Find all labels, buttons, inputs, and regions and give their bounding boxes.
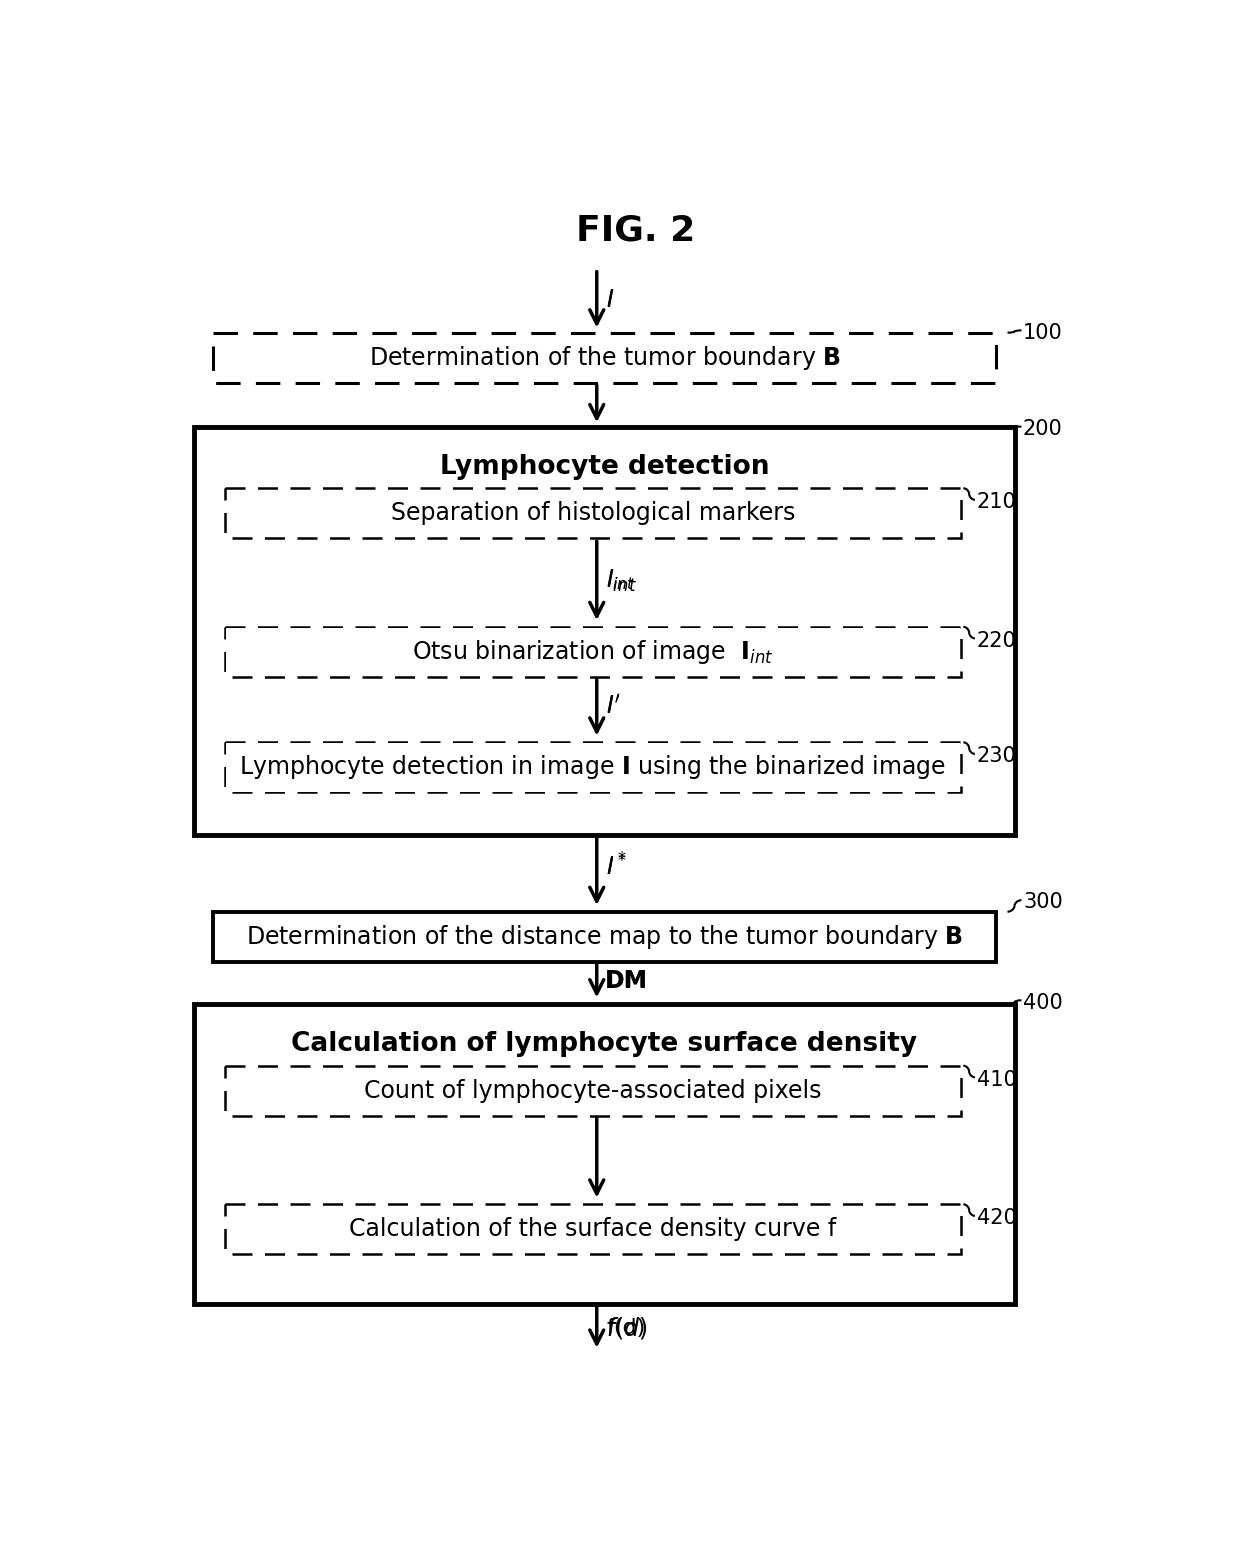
Bar: [193, 426, 1016, 835]
Text: $I_{int}$: $I_{int}$: [606, 568, 635, 592]
Bar: [213, 911, 996, 962]
Text: Separation of histological markers: Separation of histological markers: [391, 501, 795, 525]
Text: 300: 300: [1023, 893, 1063, 913]
Text: Otsu binarization of image  $\mathbf{I}_{int}$: Otsu binarization of image $\mathbf{I}_{…: [412, 637, 774, 666]
Text: DM: DM: [606, 971, 646, 991]
Text: Calculation of the surface density curve f: Calculation of the surface density curve…: [350, 1217, 837, 1242]
Text: 210: 210: [977, 492, 1017, 512]
Text: Calculation of lymphocyte surface density: Calculation of lymphocyte surface densit…: [291, 1030, 918, 1057]
Text: 410: 410: [977, 1070, 1017, 1090]
Text: 420: 420: [977, 1209, 1017, 1228]
Bar: [224, 489, 961, 539]
Text: $f(d)$: $f(d)$: [606, 1314, 647, 1340]
Text: Count of lymphocyte-associated pixels: Count of lymphocyte-associated pixels: [365, 1079, 822, 1102]
Bar: [226, 628, 960, 677]
Bar: [226, 744, 960, 791]
Text: Lymphocyte detection: Lymphocyte detection: [440, 454, 769, 479]
Text: 400: 400: [1023, 993, 1063, 1013]
Text: $I$: $I$: [606, 288, 614, 312]
Text: DM: DM: [605, 969, 647, 993]
Bar: [193, 1004, 1016, 1304]
Text: FIG. 2: FIG. 2: [575, 213, 696, 247]
Text: $I^*$: $I^*$: [606, 855, 626, 880]
Text: $\mathit{I}$: $\mathit{I}$: [606, 290, 614, 310]
Text: $I'$: $I'$: [606, 695, 620, 717]
Text: 200: 200: [1023, 420, 1063, 438]
Text: 230: 230: [977, 745, 1017, 766]
Text: $I^*$: $I^*$: [606, 853, 627, 880]
Bar: [213, 332, 996, 382]
Text: Determination of the tumor boundary $\mathbf{B}$: Determination of the tumor boundary $\ma…: [368, 343, 841, 371]
Text: Determination of the distance map to the tumor boundary $\mathbf{B}$: Determination of the distance map to the…: [246, 922, 963, 951]
Text: $I'$: $I'$: [606, 694, 621, 719]
Bar: [224, 742, 961, 792]
Text: 220: 220: [977, 631, 1017, 650]
Text: Lymphocyte detection in image $\mathbf{I}$ using the binarized image: Lymphocyte detection in image $\mathbf{I…: [239, 753, 946, 781]
Text: f(d): f(d): [606, 1317, 645, 1337]
Bar: [224, 1204, 961, 1254]
Text: 100: 100: [1023, 323, 1063, 343]
Text: Lymphocyte detection in image $\mathbf{I}$: Lymphocyte detection in image $\mathbf{I…: [398, 753, 789, 781]
Text: Otsu binarization of image  $\mathbf{I}$: Otsu binarization of image $\mathbf{I}$: [424, 637, 761, 666]
Text: $I_{int}$: $I_{int}$: [606, 567, 637, 594]
Bar: [224, 626, 961, 677]
Bar: [224, 1066, 961, 1115]
